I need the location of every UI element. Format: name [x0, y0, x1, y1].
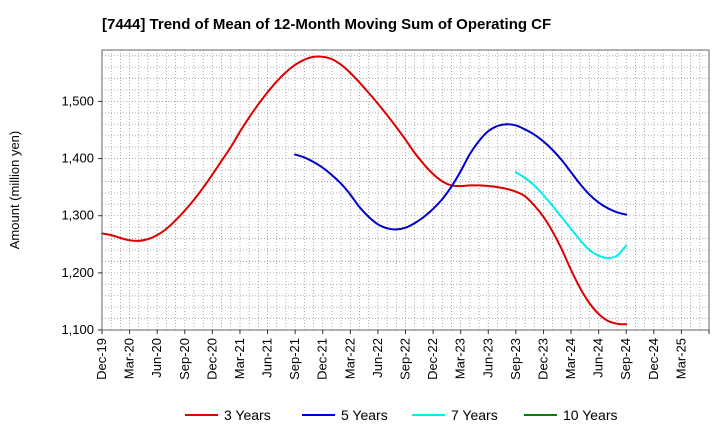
series-line-7-years: [514, 171, 628, 259]
x-tick-label: Mar-20: [122, 338, 137, 379]
legend-label: 7 Years: [451, 407, 498, 423]
y-tick-label: 1,500: [61, 93, 94, 108]
x-tick-label: Dec-21: [315, 338, 330, 380]
legend-label: 3 Years: [224, 407, 271, 423]
x-tick-label: Sep-21: [287, 338, 302, 380]
chart-title: [7444] Trend of Mean of 12-Month Moving …: [102, 16, 551, 33]
x-tick-label: Mar-25: [673, 338, 688, 379]
x-tick-label: Mar-23: [453, 338, 468, 379]
series-line-5-years: [294, 123, 628, 231]
x-tick-label: Jun-24: [591, 338, 606, 378]
grid: [102, 50, 709, 330]
x-tick-label: Dec-23: [535, 338, 550, 380]
legend-label: 10 Years: [563, 407, 618, 423]
x-tick-label: Jun-23: [480, 338, 495, 378]
y-axis-label: Amount (million yen): [7, 131, 22, 250]
y-axis: 1,100 1,200 1,300 1,400 1,500: [61, 93, 102, 337]
legend-label: 5 Years: [341, 407, 388, 423]
plot-area: [102, 50, 709, 330]
y-tick-label: 1,300: [61, 208, 94, 223]
x-tick-label: Dec-20: [204, 338, 219, 380]
y-tick-label: 1,400: [61, 151, 94, 166]
y-tick-label: 1,100: [61, 322, 94, 337]
x-tick-label: Mar-24: [563, 338, 578, 379]
x-tick-label: Sep-20: [177, 338, 192, 380]
x-tick-label: Jun-22: [370, 338, 385, 378]
x-tick-label: Dec-19: [94, 338, 109, 380]
x-tick-label: Mar-22: [342, 338, 357, 379]
x-tick-label: Dec-24: [646, 338, 661, 380]
y-tick-label: 1,200: [61, 265, 94, 280]
x-tick-label: Mar-21: [232, 338, 247, 379]
series-line-3-years: [101, 55, 628, 326]
x-tick-label: Jun-21: [260, 338, 275, 378]
legend: 3 Years 5 Years 7 Years 10 Years: [185, 407, 618, 423]
series-group: [101, 55, 628, 326]
x-tick-label: Sep-24: [618, 338, 633, 380]
x-tick-label: Sep-22: [398, 338, 413, 380]
x-tick-label: Dec-22: [425, 338, 440, 380]
x-tick-label: Sep-23: [508, 338, 523, 380]
x-tick-label: Jun-20: [149, 338, 164, 378]
x-axis: Dec-19 Mar-20 Jun-20 Sep-20 Dec-20 Mar-21 Jun-…: [94, 330, 710, 380]
